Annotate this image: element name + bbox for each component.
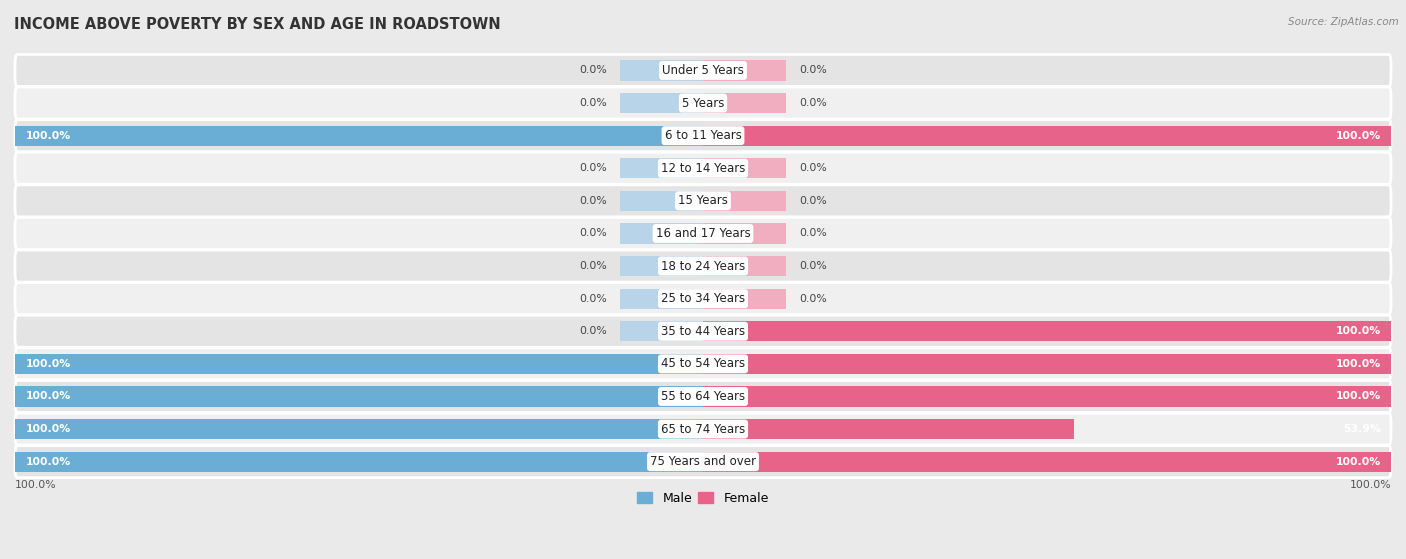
Text: 0.0%: 0.0% xyxy=(800,98,827,108)
Text: 55 to 64 Years: 55 to 64 Years xyxy=(661,390,745,403)
Text: 0.0%: 0.0% xyxy=(800,229,827,239)
Bar xyxy=(703,191,786,211)
Text: 15 Years: 15 Years xyxy=(678,195,728,207)
FancyBboxPatch shape xyxy=(15,152,1391,184)
Legend: Male, Female: Male, Female xyxy=(633,487,773,510)
Bar xyxy=(703,224,786,244)
Text: 100.0%: 100.0% xyxy=(25,391,70,401)
Text: 100.0%: 100.0% xyxy=(1336,131,1381,141)
Text: 12 to 14 Years: 12 to 14 Years xyxy=(661,162,745,175)
Text: 100.0%: 100.0% xyxy=(1350,480,1391,490)
Bar xyxy=(15,126,703,146)
Text: 100.0%: 100.0% xyxy=(1336,457,1381,467)
Text: 100.0%: 100.0% xyxy=(25,131,70,141)
Text: 0.0%: 0.0% xyxy=(800,293,827,304)
Bar xyxy=(703,288,786,309)
Text: 53.9%: 53.9% xyxy=(1343,424,1381,434)
Bar xyxy=(703,354,1391,374)
Text: Source: ZipAtlas.com: Source: ZipAtlas.com xyxy=(1288,17,1399,27)
FancyBboxPatch shape xyxy=(15,87,1391,119)
Text: INCOME ABOVE POVERTY BY SEX AND AGE IN ROADSTOWN: INCOME ABOVE POVERTY BY SEX AND AGE IN R… xyxy=(14,17,501,32)
Bar xyxy=(703,93,786,113)
Text: 100.0%: 100.0% xyxy=(15,480,56,490)
Text: 35 to 44 Years: 35 to 44 Years xyxy=(661,325,745,338)
Text: Under 5 Years: Under 5 Years xyxy=(662,64,744,77)
Text: 100.0%: 100.0% xyxy=(25,359,70,369)
FancyBboxPatch shape xyxy=(15,446,1391,477)
Text: 0.0%: 0.0% xyxy=(579,65,606,75)
FancyBboxPatch shape xyxy=(15,348,1391,380)
FancyBboxPatch shape xyxy=(15,250,1391,282)
Bar xyxy=(620,60,703,80)
Text: 100.0%: 100.0% xyxy=(25,424,70,434)
FancyBboxPatch shape xyxy=(15,413,1391,445)
Bar xyxy=(703,60,786,80)
Bar xyxy=(703,321,1391,342)
Text: 0.0%: 0.0% xyxy=(579,229,606,239)
Bar xyxy=(620,224,703,244)
Bar xyxy=(703,126,1391,146)
Text: 0.0%: 0.0% xyxy=(579,196,606,206)
Text: 25 to 34 Years: 25 to 34 Years xyxy=(661,292,745,305)
Text: 0.0%: 0.0% xyxy=(800,163,827,173)
Text: 45 to 54 Years: 45 to 54 Years xyxy=(661,357,745,371)
Bar xyxy=(703,386,1391,406)
Text: 0.0%: 0.0% xyxy=(579,293,606,304)
Bar xyxy=(620,93,703,113)
Bar xyxy=(620,321,703,342)
Bar xyxy=(15,419,703,439)
Text: 100.0%: 100.0% xyxy=(1336,359,1381,369)
Text: 0.0%: 0.0% xyxy=(800,196,827,206)
Text: 18 to 24 Years: 18 to 24 Years xyxy=(661,259,745,273)
Text: 0.0%: 0.0% xyxy=(800,65,827,75)
Text: 0.0%: 0.0% xyxy=(579,98,606,108)
Text: 0.0%: 0.0% xyxy=(579,326,606,337)
Bar xyxy=(703,452,1391,472)
FancyBboxPatch shape xyxy=(15,54,1391,87)
Bar xyxy=(620,158,703,178)
Bar xyxy=(15,386,703,406)
Bar xyxy=(620,288,703,309)
FancyBboxPatch shape xyxy=(15,283,1391,315)
FancyBboxPatch shape xyxy=(15,315,1391,347)
FancyBboxPatch shape xyxy=(15,185,1391,217)
Bar xyxy=(703,419,1074,439)
Text: 0.0%: 0.0% xyxy=(579,261,606,271)
Text: 75 Years and over: 75 Years and over xyxy=(650,455,756,468)
Text: 65 to 74 Years: 65 to 74 Years xyxy=(661,423,745,435)
Text: 6 to 11 Years: 6 to 11 Years xyxy=(665,129,741,142)
FancyBboxPatch shape xyxy=(15,120,1391,151)
Text: 0.0%: 0.0% xyxy=(579,163,606,173)
Bar xyxy=(703,256,786,276)
Text: 16 and 17 Years: 16 and 17 Years xyxy=(655,227,751,240)
Bar xyxy=(703,158,786,178)
FancyBboxPatch shape xyxy=(15,381,1391,413)
Text: 100.0%: 100.0% xyxy=(25,457,70,467)
Bar xyxy=(620,256,703,276)
Bar xyxy=(15,354,703,374)
Bar xyxy=(15,452,703,472)
Text: 100.0%: 100.0% xyxy=(1336,326,1381,337)
FancyBboxPatch shape xyxy=(15,217,1391,249)
Bar xyxy=(620,191,703,211)
Text: 100.0%: 100.0% xyxy=(1336,391,1381,401)
Text: 0.0%: 0.0% xyxy=(800,261,827,271)
Text: 5 Years: 5 Years xyxy=(682,97,724,110)
